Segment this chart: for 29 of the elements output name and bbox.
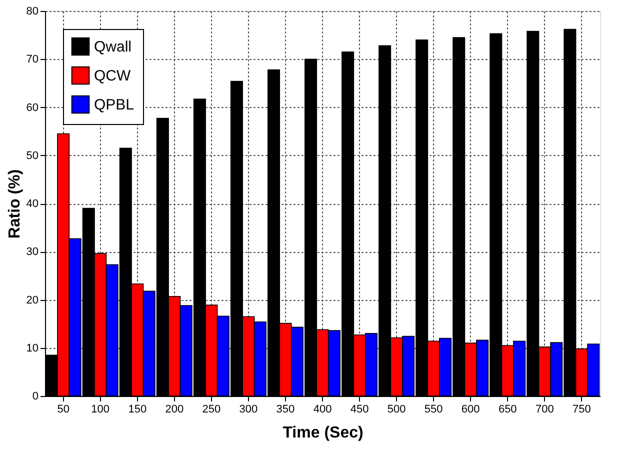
- y-tick-label: 30: [26, 246, 38, 258]
- x-tick-label: 650: [498, 404, 517, 416]
- legend-label: QPBL: [94, 96, 134, 114]
- y-tick-label: 70: [26, 54, 38, 66]
- x-tick-label: 300: [239, 404, 258, 416]
- x-tick-label: 750: [572, 404, 591, 416]
- y-axis-title: Ratio (%): [6, 169, 24, 239]
- legend-label: QCW: [94, 68, 132, 84]
- x-tick-label: 400: [313, 404, 332, 416]
- x-tick-label: 450: [350, 404, 369, 416]
- x-tick-label: 700: [535, 404, 554, 416]
- x-axis-title: Time (Sec): [282, 424, 364, 442]
- y-tick-label: 80: [26, 6, 38, 18]
- y-tick-label: 50: [26, 150, 38, 162]
- legend-label: Qwall: [94, 38, 132, 56]
- y-tick-label: 10: [26, 342, 38, 354]
- x-tick-label: 150: [128, 404, 147, 416]
- x-tick-label: 250: [202, 404, 221, 416]
- y-tick-label: 20: [26, 294, 38, 306]
- x-tick-label: 350: [276, 404, 295, 416]
- x-tick-label: 100: [91, 404, 110, 416]
- y-tick-label: 60: [26, 102, 38, 114]
- y-tick-label: 40: [26, 198, 38, 210]
- x-tick-label: 500: [387, 404, 406, 416]
- y-tick-label: 0: [32, 390, 38, 402]
- x-tick-label: 600: [461, 404, 480, 416]
- x-tick-label: 200: [165, 404, 184, 416]
- x-tick-label: 50: [57, 404, 70, 416]
- x-tick-label: 550: [424, 404, 443, 416]
